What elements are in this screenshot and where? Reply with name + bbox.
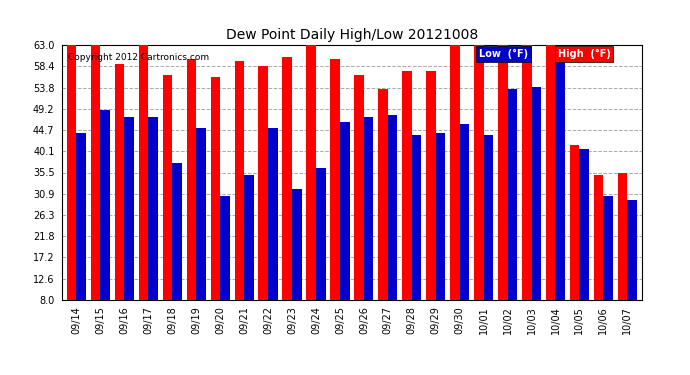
Bar: [474, 43, 484, 300]
Bar: [196, 129, 206, 300]
Bar: [139, 12, 148, 300]
Bar: [292, 189, 302, 300]
Bar: [580, 149, 589, 300]
Bar: [268, 129, 277, 300]
Text: Copyright 2012 Cartronics.com: Copyright 2012 Cartronics.com: [68, 53, 209, 62]
Bar: [306, 40, 316, 300]
Bar: [220, 196, 230, 300]
Bar: [331, 59, 340, 300]
Bar: [235, 61, 244, 300]
Bar: [259, 66, 268, 300]
Bar: [186, 59, 196, 300]
Bar: [210, 78, 220, 300]
Bar: [124, 117, 134, 300]
Bar: [244, 175, 254, 300]
Bar: [618, 172, 627, 300]
Bar: [316, 168, 326, 300]
Bar: [531, 87, 541, 300]
Bar: [426, 70, 435, 300]
Bar: [101, 110, 110, 300]
Bar: [484, 135, 493, 300]
Bar: [555, 57, 565, 300]
Bar: [450, 43, 460, 300]
Bar: [627, 200, 637, 300]
Bar: [594, 175, 603, 300]
Bar: [412, 135, 422, 300]
Bar: [570, 145, 580, 300]
Bar: [388, 114, 397, 300]
Bar: [378, 89, 388, 300]
Bar: [115, 63, 124, 300]
Bar: [91, 29, 101, 300]
Bar: [435, 133, 445, 300]
Bar: [282, 57, 292, 300]
Bar: [340, 122, 350, 300]
Bar: [77, 133, 86, 300]
Bar: [508, 89, 518, 300]
Bar: [67, 36, 77, 300]
Bar: [148, 117, 158, 300]
Bar: [498, 43, 508, 300]
Bar: [460, 124, 469, 300]
Bar: [172, 163, 182, 300]
Text: High  (°F): High (°F): [558, 49, 611, 59]
Bar: [163, 75, 172, 300]
Text: Low  (°F): Low (°F): [480, 49, 529, 59]
Bar: [603, 196, 613, 300]
Bar: [546, 33, 555, 300]
Bar: [522, 8, 531, 300]
Title: Dew Point Daily High/Low 20121008: Dew Point Daily High/Low 20121008: [226, 28, 478, 42]
Bar: [402, 70, 412, 300]
Bar: [364, 117, 373, 300]
Bar: [354, 75, 364, 300]
